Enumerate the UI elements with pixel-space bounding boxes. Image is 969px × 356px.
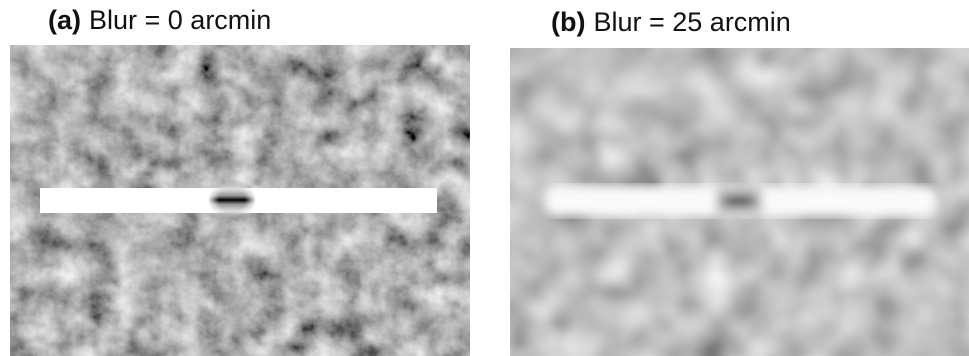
gabor-patch	[208, 178, 256, 222]
panel-caption: Blur = 25 arcmin	[593, 7, 790, 37]
panel-label: (a) Blur = 0 arcmin	[48, 5, 271, 35]
figure: (a) Blur = 0 arcmin (b) Blur = 25 arcmin	[0, 0, 969, 356]
gabor-center	[721, 196, 757, 206]
panel-label-id: (a)	[48, 5, 81, 35]
panel-a-image	[10, 45, 470, 356]
panel-b-image	[500, 38, 969, 356]
panel-label: (b) Blur = 25 arcmin	[551, 7, 791, 37]
panel-caption: Blur = 0 arcmin	[89, 5, 271, 35]
page: (a) Blur = 0 arcmin (b) Blur = 25 arcmin (…	[0, 0, 969, 356]
panel-label-id: (b)	[551, 7, 585, 37]
blurred-stimulus	[545, 186, 937, 216]
